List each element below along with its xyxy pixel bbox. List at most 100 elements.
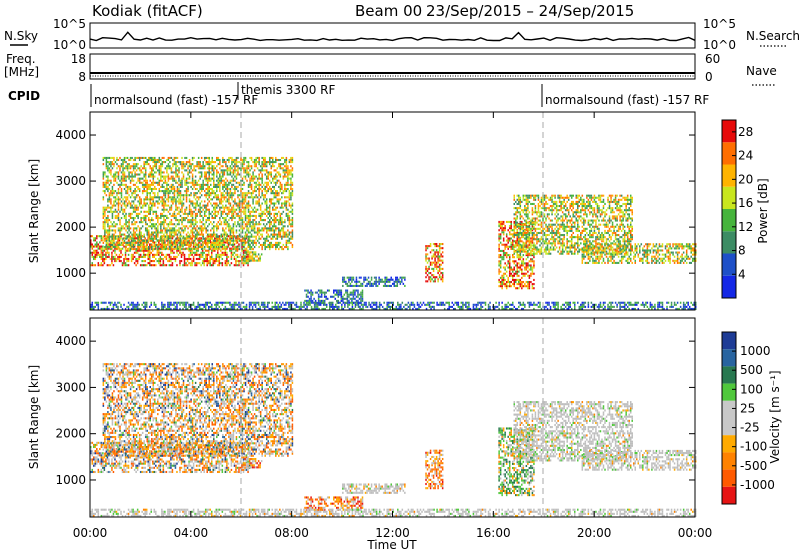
power-echo-cell [259,165,262,168]
power-echo-cell [136,251,139,254]
power-echo-cell [241,194,244,197]
power-echo-cell [522,262,525,265]
power-echo-cell [206,177,209,180]
power-echo-cell [498,256,500,259]
power-echo-cell [188,204,191,207]
power-echo-cell [140,227,142,230]
power-echo-cell [141,260,143,263]
power-echo-cell [213,181,215,184]
power-echo-cell [240,169,242,172]
power-echo-cell [194,237,197,240]
power-echo-cell [232,194,235,197]
power-echo-cell [267,183,269,186]
power-echo-cell [498,285,500,288]
power-echo-cell [104,173,106,176]
power-echo-cell [160,239,162,242]
power-echo-cell [226,262,228,265]
power-echo-cell [220,177,223,180]
power-echo-cell [108,161,111,164]
power-echo-cell [126,169,129,172]
power-echo-cell [357,291,359,294]
power-echo-cell [192,251,195,254]
power-echo-cell [208,163,210,166]
power-echo-cell [183,239,186,242]
power-echo-cell [241,223,244,226]
power-echo-cell [194,227,197,230]
power-echo-cell [134,216,136,220]
power-echo-cell [326,297,329,300]
power-echo-cell [155,171,158,174]
power-echo-cell [206,235,209,238]
power-echo-cell [440,253,442,256]
power-echo-cell [336,293,338,296]
power-echo-cell [149,196,151,199]
power-echo-cell [352,276,355,279]
power-echo-cell [232,173,235,176]
power-echo-cell [137,167,139,170]
power-echo-cell [144,210,147,213]
power-echo-cell [217,237,220,240]
power-echo-cell [120,204,123,207]
power-echo-cell [172,198,174,201]
power-echo-cell [431,263,433,266]
power-echo-cell [111,253,113,256]
power-echo-cell [255,190,257,193]
power-echo-cell [147,249,149,252]
power-echo-cell [206,237,209,240]
power-echo-cell [237,223,239,226]
power-echo-cell [284,169,286,172]
power-echo-cell [278,248,280,251]
power-echo-cell [376,284,379,287]
power-echo-cell [106,251,109,254]
power-echo-cell [143,202,145,205]
power-echo-cell [175,167,177,170]
power-echo-cell [258,192,260,195]
power-echo-cell [164,181,167,184]
power-echo-cell [273,196,276,199]
power-echo-cell [96,255,98,258]
power-echo-cell [126,185,129,188]
power-echo-cell [258,163,260,166]
power-echo-cell [278,221,280,224]
power-echo-cell [226,167,229,170]
power-echo-cell [515,245,517,248]
power-echo-cell [108,194,111,197]
power-echo-cell [107,190,109,193]
power-echo-cell [220,179,223,182]
power-echo-cell [126,156,129,159]
power-echo-cell [290,165,292,168]
power-echo-cell [249,183,251,186]
power-echo-cell [434,243,436,246]
power-echo-cell [198,253,201,256]
power-echo-cell [171,262,174,265]
power-echo-cell [165,245,168,248]
power-echo-cell [267,171,269,174]
power-echo-cell [205,227,207,230]
power-echo-cell [249,210,251,213]
power-echo-cell [291,237,294,240]
power-echo-cell [220,202,223,205]
power-echo-cell [265,185,268,188]
power-echo-cell [253,185,256,188]
power-echo-cell [229,241,232,244]
power-echo-cell [226,200,229,203]
power-echo-cell [203,237,206,240]
power-echo-cell [128,233,130,236]
power-echo-cell [170,239,173,242]
power-echo-cell [516,268,519,271]
power-echo-cell [104,237,106,240]
power-echo-cell [435,265,438,268]
power-echo-cell [273,208,276,211]
power-echo-cell [259,171,262,174]
power-echo-cell [176,235,179,238]
power-echo-cell [256,223,259,226]
power-echo-cell [146,161,148,164]
power-echo-cell [120,163,123,166]
power-echo-cell [346,282,349,285]
power-echo-cell [270,165,272,168]
power-echo-cell [244,194,247,197]
power-echo-cell [181,216,183,220]
power-echo-cell [247,165,250,168]
nsky-panel: N.Sky 10^5 10^0 N.Search 10^5 10^0 [4,17,800,52]
power-echo-cell [243,208,245,211]
